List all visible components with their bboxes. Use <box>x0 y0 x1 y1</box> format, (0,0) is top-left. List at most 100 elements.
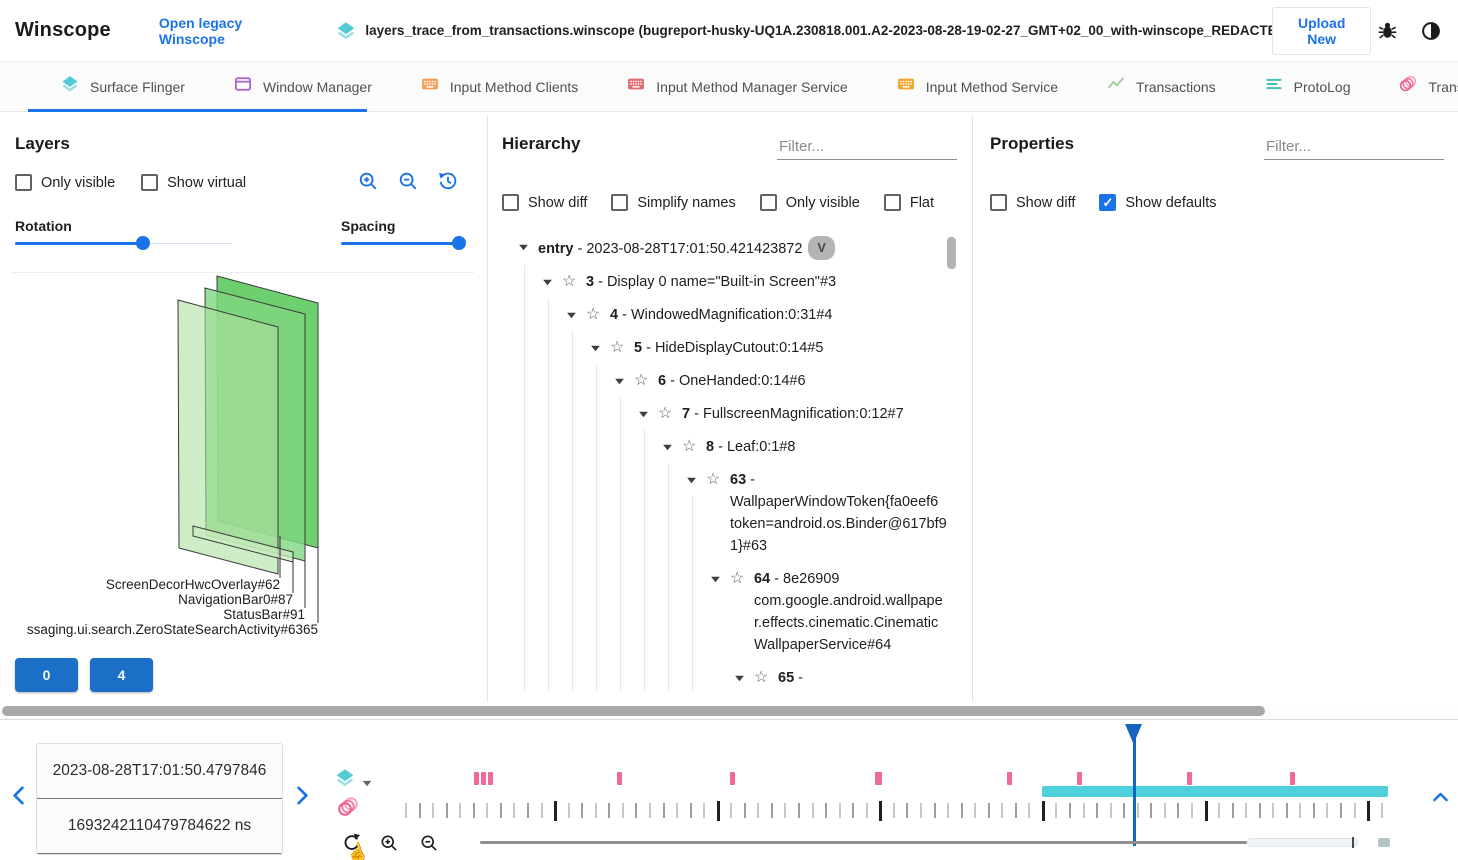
ruler-tick <box>1069 803 1071 818</box>
ruler-tick <box>1096 803 1099 818</box>
ns-time-input[interactable] <box>37 799 282 854</box>
expand-caret-icon[interactable] <box>638 403 658 420</box>
pin-star-icon[interactable]: ☆ <box>634 372 649 389</box>
pin-star-icon[interactable]: ☆ <box>754 669 769 686</box>
tree-node-65[interactable]: ☆65 - com.google.android.wallpaper.effec… <box>497 667 947 692</box>
tab-input-method-manager-service[interactable]: Input Method Manager Service <box>602 62 871 111</box>
timeline-range-knob[interactable] <box>1378 838 1390 847</box>
tree-node-3[interactable]: ☆ 3 - Display 0 name="Built-in Screen"#3 <box>497 271 947 293</box>
layers-3d-scene[interactable] <box>0 260 487 660</box>
dark-mode-icon[interactable] <box>1420 20 1442 42</box>
ruler-tick <box>1204 801 1208 821</box>
spacing-slider[interactable] <box>341 236 466 250</box>
refresh-timeline-icon[interactable] <box>341 832 362 853</box>
transition-marker[interactable] <box>1290 772 1295 785</box>
pin-star-icon[interactable]: ☆ <box>706 471 721 488</box>
tree-node-4[interactable]: ☆ 4 - WindowedMagnification:0:31#4 <box>497 304 947 326</box>
ruler-tick <box>689 803 692 818</box>
pin-star-icon[interactable]: ☆ <box>586 306 601 323</box>
ruler-tick <box>1014 803 1017 818</box>
tab-transactions[interactable]: Transactions <box>1082 62 1240 111</box>
expand-caret-icon[interactable] <box>710 568 730 585</box>
rotation-slider[interactable] <box>15 236 235 250</box>
pin-star-icon[interactable]: ☆ <box>682 438 697 455</box>
main-horizontal-scrollbar[interactable] <box>0 705 1458 717</box>
layers-only-visible-checkbox[interactable]: Only visible <box>15 174 115 191</box>
expand-caret-icon[interactable] <box>686 469 706 486</box>
ruler-tick <box>594 803 597 818</box>
ruler-tick <box>445 803 448 818</box>
display-button-0[interactable]: 0 <box>15 658 78 692</box>
expand-caret-icon[interactable] <box>590 337 610 354</box>
transition-marker[interactable] <box>1077 772 1082 785</box>
tree-node-63[interactable]: ☆ 63 - WallpaperWindowToken{fa0eef6 token… <box>497 469 947 557</box>
timeline-cursor[interactable] <box>1133 726 1136 846</box>
transition-marker[interactable] <box>730 772 735 785</box>
timeline-zoom-in-icon[interactable] <box>379 833 399 853</box>
transition-marker[interactable] <box>1007 772 1012 785</box>
tree-node-entry[interactable]: entry - 2023-08-28T17:01:50.421423872 V <box>497 236 947 260</box>
previous-entry-button[interactable] <box>8 784 31 807</box>
tab-window-manager[interactable]: Window Manager <box>209 62 396 111</box>
display-button-4[interactable]: 4 <box>90 658 153 692</box>
properties-show-diff-checkbox[interactable]: Show diff <box>990 194 1075 211</box>
ruler-tick <box>1190 803 1193 818</box>
tab-input-method-clients[interactable]: Input Method Clients <box>396 62 602 111</box>
transition-marker[interactable] <box>488 772 493 785</box>
tree-node-64[interactable]: ☆ 64 - 8e26909 com.google.android.wallpap… <box>497 568 947 656</box>
tab-surface-flinger[interactable]: Surface Flinger <box>36 62 209 111</box>
bug-report-icon[interactable] <box>1377 20 1398 41</box>
ruler-tick <box>784 803 787 818</box>
transition-marker[interactable] <box>1187 772 1192 785</box>
transition-marker[interactable] <box>474 772 479 785</box>
tree-node-8[interactable]: ☆ 8 - Leaf:0:1#8 <box>497 436 947 458</box>
pin-star-icon[interactable]: ☆ <box>562 273 577 290</box>
reset-view-icon[interactable] <box>437 170 459 192</box>
visibility-chip: V <box>808 236 835 260</box>
expand-caret-icon[interactable] <box>662 436 682 453</box>
timeline-canvas[interactable] <box>0 720 1458 860</box>
hierarchy-show-diff-checkbox[interactable]: Show diff <box>502 194 587 211</box>
zoom-out-icon[interactable] <box>397 170 419 192</box>
tree-node-5[interactable]: ☆ 5 - HideDisplayCutout:0:14#5 <box>497 337 947 359</box>
transition-marker[interactable] <box>875 772 882 785</box>
expand-caret-icon[interactable] <box>734 667 754 684</box>
tab-input-method-service[interactable]: Input Method Service <box>872 62 1082 111</box>
timeline-cursor-head[interactable] <box>1125 724 1142 746</box>
hierarchy-filter-input[interactable] <box>777 134 957 160</box>
tree-node-7[interactable]: ☆ 7 - FullscreenMagnification:0:12#7 <box>497 403 947 425</box>
timeline-range-handle[interactable] <box>1247 838 1358 847</box>
expand-caret-icon[interactable] <box>542 271 562 288</box>
timeline-range-scrollbar[interactable] <box>480 841 1247 844</box>
tab-protolog[interactable]: ProtoLog <box>1240 62 1375 111</box>
expand-caret-icon[interactable] <box>518 236 538 253</box>
open-legacy-link[interactable]: Open legacy Winscope <box>158 14 243 47</box>
expand-caret-icon[interactable] <box>566 304 586 321</box>
hierarchy-simplify-names-checkbox[interactable]: Simplify names <box>611 194 736 211</box>
pin-star-icon[interactable]: ☆ <box>658 405 673 422</box>
upload-new-button[interactable]: Upload New <box>1272 6 1372 55</box>
trace-selection-bar[interactable] <box>1042 786 1388 797</box>
next-entry-button[interactable] <box>290 784 313 807</box>
trace-select-caret-icon[interactable] <box>360 776 374 790</box>
hierarchy-scrollbar[interactable] <box>947 237 956 269</box>
zoom-in-icon[interactable] <box>357 170 379 192</box>
pin-star-icon[interactable]: ☆ <box>610 339 625 356</box>
expand-timeline-button[interactable] <box>1430 787 1451 808</box>
layers-show-virtual-checkbox[interactable]: Show virtual <box>141 174 246 191</box>
human-time-input[interactable] <box>37 744 282 799</box>
ruler-tick <box>933 803 936 818</box>
properties-filter-input[interactable] <box>1264 134 1444 160</box>
transitions-trace-icon[interactable] <box>336 795 360 819</box>
pin-star-icon[interactable]: ☆ <box>730 570 745 587</box>
hierarchy-flat-checkbox[interactable]: Flat <box>883 194 934 211</box>
tab-transitions[interactable]: Transitions <box>1374 62 1458 111</box>
transition-marker[interactable] <box>481 772 486 785</box>
timeline-zoom-out-icon[interactable] <box>419 833 439 853</box>
properties-show-defaults-checkbox[interactable]: ✓ Show defaults <box>1099 194 1216 211</box>
transition-marker[interactable] <box>617 772 622 785</box>
surface-flinger-trace-icon[interactable] <box>334 767 356 789</box>
tree-node-6[interactable]: ☆ 6 - OneHanded:0:14#6 <box>497 370 947 392</box>
hierarchy-only-visible-checkbox[interactable]: Only visible <box>759 194 860 211</box>
expand-caret-icon[interactable] <box>614 370 634 387</box>
